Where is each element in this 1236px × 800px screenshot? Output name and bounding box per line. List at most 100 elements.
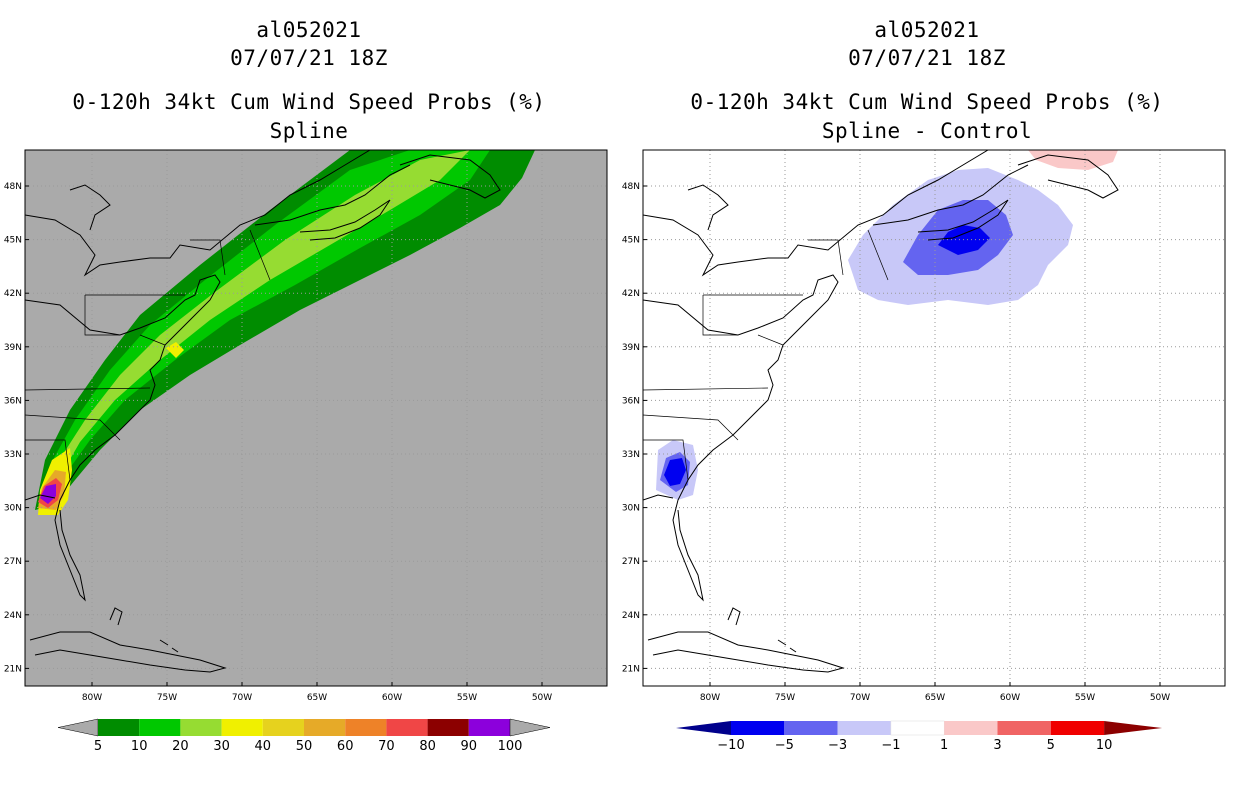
subtitle: Spline [269,119,349,143]
state-borders [25,229,271,481]
lat-lon-grid [643,150,1225,686]
prob-band-10 [38,150,490,505]
map-frame [642,149,1226,687]
colorbar-swatch [997,721,1051,735]
lon-label: 50W [1150,693,1170,703]
lat-label: 24N [4,611,22,621]
colorbar-swatch [304,719,346,736]
negative-diff-region-6 [664,458,686,486]
lon-label: 75W [775,693,795,703]
colorbar-label: −5 [775,738,794,753]
coastline-outline [25,150,501,673]
lat-label: 21N [622,664,640,674]
colorbar-low-end [57,718,99,737]
colorbar-swatch [221,719,263,736]
lon-label: 55W [457,693,477,703]
lat-label: 48N [4,182,22,192]
lat-label: 39N [622,343,640,353]
colorbar-swatch [139,719,181,736]
colorbar-label: 3 [993,738,1001,753]
storm-id-title: al052021 [256,18,362,42]
colorbar-label: 40 [255,739,272,754]
lon-label: 60W [1000,693,1020,703]
lon-label: 65W [307,693,327,703]
colorbar-label: 5 [94,739,102,754]
colorbar-swatch [386,719,428,736]
lon-label: 70W [850,693,870,703]
probability-colorbar: 5 10 20 30 40 50 60 70 80 90 100 [57,718,551,754]
colorbar-swatch [837,721,891,735]
colorbar-label: 10 [131,739,148,754]
subtitle: Spline - Control [821,119,1033,143]
prob-band-20 [42,150,470,500]
lat-label: 27N [4,557,22,567]
prob-band-30-mid-atlantic [166,342,184,358]
colorbar-label: 20 [172,739,189,754]
map-frame [24,149,608,687]
product-title: 0-120h 34kt Cum Wind Speed Probs (%) [72,90,546,114]
prob-band-90 [40,484,56,504]
colorbar-high-end [509,718,551,737]
lon-label: 75W [157,693,177,703]
lat-label: 30N [4,504,22,514]
colorbar-label: 70 [378,739,395,754]
lon-label: 60W [382,693,402,703]
colorbar-label: 100 [498,739,523,754]
colorbar-label: −10 [717,738,744,753]
colorbar-label: 50 [296,739,313,754]
colorbar-label: 90 [461,739,478,754]
colorbar-label: 80 [419,739,436,754]
lat-label: 48N [622,182,640,192]
colorbar-swatch [180,719,222,736]
difference-colorbar: −10 −5 −3 −1 1 3 5 10 [676,720,1163,753]
datetime-title: 07/07/21 18Z [848,46,1006,70]
lon-label: 50W [532,693,552,703]
lat-label: 42N [622,289,640,299]
lat-label: 30N [622,504,640,514]
lon-label: 80W [700,693,720,703]
colorbar-swatch [784,721,838,735]
coastline-outline [643,150,1119,673]
lat-lon-grid [25,150,607,686]
colorbar-label: 5 [1047,738,1055,753]
colorbar-label: 1 [940,738,948,753]
lat-label: 45N [4,236,22,246]
lat-label: 36N [622,396,640,406]
colorbar-label: 10 [1096,738,1113,753]
probability-map-panel: al052021 07/07/21 18Z 0-120h 34kt Cum Wi… [4,18,608,754]
lon-label: 55W [1075,693,1095,703]
colorbar-swatch [944,721,998,735]
lon-label: 70W [232,693,252,703]
colorbar-label: 60 [337,739,354,754]
colorbar-high-end [1104,721,1163,735]
colorbar-swatch [345,719,387,736]
lat-label: 45N [622,236,640,246]
difference-map-panel: al052021 07/07/21 18Z 0-120h 34kt Cum Wi… [618,0,1236,800]
longitude-labels: 80W 75W 70W 65W 60W 55W 50W [82,682,552,703]
state-borders [643,229,889,481]
difference-map-svg: 48N 45N 42N 39N 36N 33N 30N 27N 24N 21N 80W 75W 70W… [622,149,1226,753]
lat-label: 27N [622,557,640,567]
lon-label: 80W [82,693,102,703]
colorbar-swatch [427,719,469,736]
colorbar-swatch [1050,721,1105,735]
colorbar-label: 30 [213,739,230,754]
lat-label: 36N [4,396,22,406]
colorbar-swatch [468,719,510,736]
latitude-labels: 48N 45N 42N 39N 36N 33N 30N 27N 24N 21N [622,182,647,674]
datetime-title: 07/07/21 18Z [230,46,388,70]
product-title: 0-120h 34kt Cum Wind Speed Probs (%) [690,90,1164,114]
lat-label: 24N [622,611,640,621]
longitude-labels: 80W 75W 70W 65W 60W 55W 50W [700,682,1170,703]
lat-label: 42N [4,289,22,299]
probability-map-svg: 48N 45N 42N 39N 36N 33N 30N 27N 24N 21N 80W 75W 70W… [4,149,608,754]
lat-label: 33N [4,450,22,460]
lon-label: 65W [925,693,945,703]
colorbar-low-end [676,721,731,735]
storm-id-title: al052021 [874,18,980,42]
colorbar-swatch [731,721,785,735]
colorbar-label: −1 [881,738,900,753]
colorbar-label: −3 [828,738,847,753]
colorbar-swatch [262,719,304,736]
latitude-labels: 48N 45N 42N 39N 36N 33N 30N 27N 24N 21N [4,182,29,674]
